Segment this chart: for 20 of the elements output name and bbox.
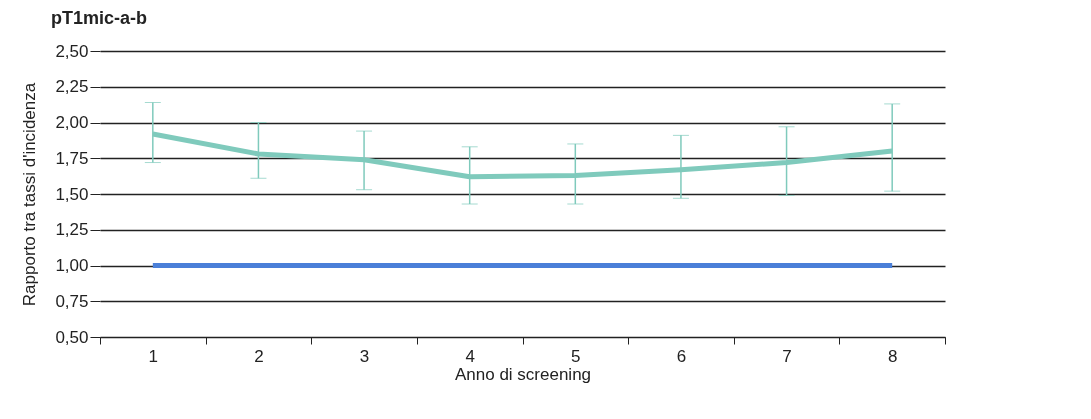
x-tick-label: 4 xyxy=(465,346,475,366)
y-tick-label: 1,00 xyxy=(55,256,89,275)
y-axis-title: Rapporto tra tassi d'incidenza xyxy=(20,82,40,307)
y-tick-label: 0,75 xyxy=(55,291,89,311)
x-axis-title: Anno di screening xyxy=(454,364,592,384)
x-tick-label: 1 xyxy=(148,346,159,366)
y-tick-label: 2,00 xyxy=(55,113,89,132)
x-tick-label: 8 xyxy=(887,346,898,366)
y-tick-label: 1,75 xyxy=(55,148,89,168)
y-tick-label: 2,50 xyxy=(55,41,89,61)
y-tick-label: 0,50 xyxy=(55,327,89,347)
x-tick-label: 3 xyxy=(359,346,370,366)
y-tick-label: 2,25 xyxy=(55,77,89,97)
chart-title: pT1mic-a-b xyxy=(50,8,147,28)
x-tick-label: 2 xyxy=(254,346,264,366)
x-tick-label: 5 xyxy=(571,346,581,366)
y-tick-label: 1,50 xyxy=(55,184,89,204)
x-tick-label: 6 xyxy=(676,346,687,366)
y-tick-label: 1,25 xyxy=(55,220,89,240)
x-tick-label: 7 xyxy=(782,346,792,366)
